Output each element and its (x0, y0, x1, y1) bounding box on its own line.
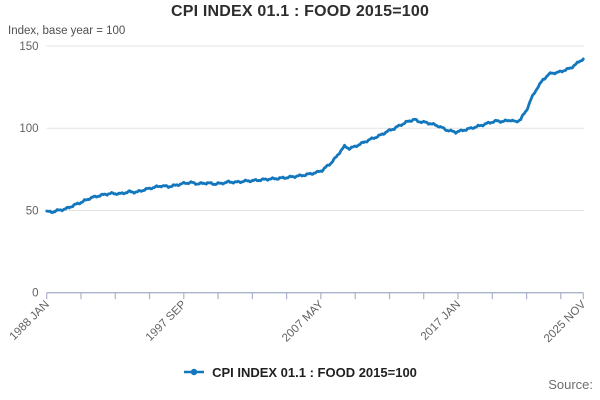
x-tick-label: 2025 NOV (542, 298, 589, 345)
x-tick-label: 1988 JAN (8, 299, 52, 343)
y-tick-label-0: 0 (32, 288, 38, 300)
legend-line-marker-icon (184, 368, 205, 376)
y-tick-label-100: 100 (19, 123, 38, 135)
source-label: Source: (548, 377, 593, 392)
legend-item-cpi-food[interactable]: CPI INDEX 01.1 : FOOD 2015=100 (0, 364, 600, 380)
chart-subtitle: Index, base year = 100 (8, 25, 126, 37)
series-line-cpi-food (45, 57, 585, 214)
x-tick-label: 2017 JAN (419, 299, 463, 343)
chart-title: CPI INDEX 01.1 : FOOD 2015=100 (170, 3, 430, 20)
chart-canvas: 0 50 100 150 1988 JAN 1997 SEP 2007 MAY 2017 JA… (8, 41, 589, 345)
legend-label: CPI INDEX 01.1 : FOOD 2015=100 (212, 364, 417, 380)
x-tick-label: 2007 MAY (280, 298, 326, 344)
x-tick-label: 1997 SEP (144, 298, 189, 343)
y-tick-label-50: 50 (26, 206, 39, 218)
y-tick-label-150: 150 (19, 41, 38, 53)
